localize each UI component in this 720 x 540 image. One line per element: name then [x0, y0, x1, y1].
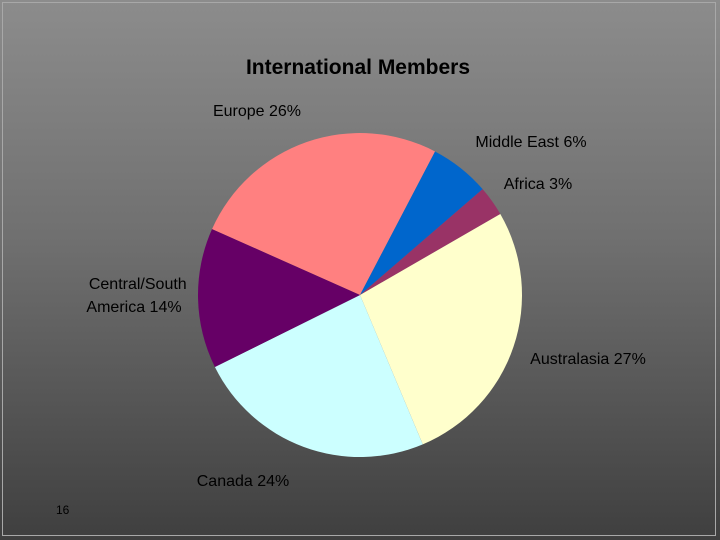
slice-label-canada: Canada 24%	[197, 473, 290, 490]
slice-label-africa: Africa 3%	[504, 176, 572, 193]
pie-slice-central-south-america	[198, 229, 360, 368]
pie-slice-australasia	[360, 214, 523, 445]
slice-label-europe: Europe 26%	[213, 103, 301, 120]
slice-label-australasia: Australasia 27%	[530, 351, 646, 368]
pie-slice-middle-east	[360, 151, 483, 295]
pie-slice-africa	[360, 189, 501, 295]
slice-label-central-south-america: Central/South America 14%	[86, 276, 191, 316]
pie-slice-europe	[212, 133, 436, 295]
slide-number: 16	[56, 503, 70, 517]
pie-slice-canada	[214, 295, 423, 458]
slice-label-middle-east: Middle East 6%	[475, 134, 586, 151]
pie-slices	[198, 133, 523, 458]
chart-title: International Members	[246, 56, 470, 79]
